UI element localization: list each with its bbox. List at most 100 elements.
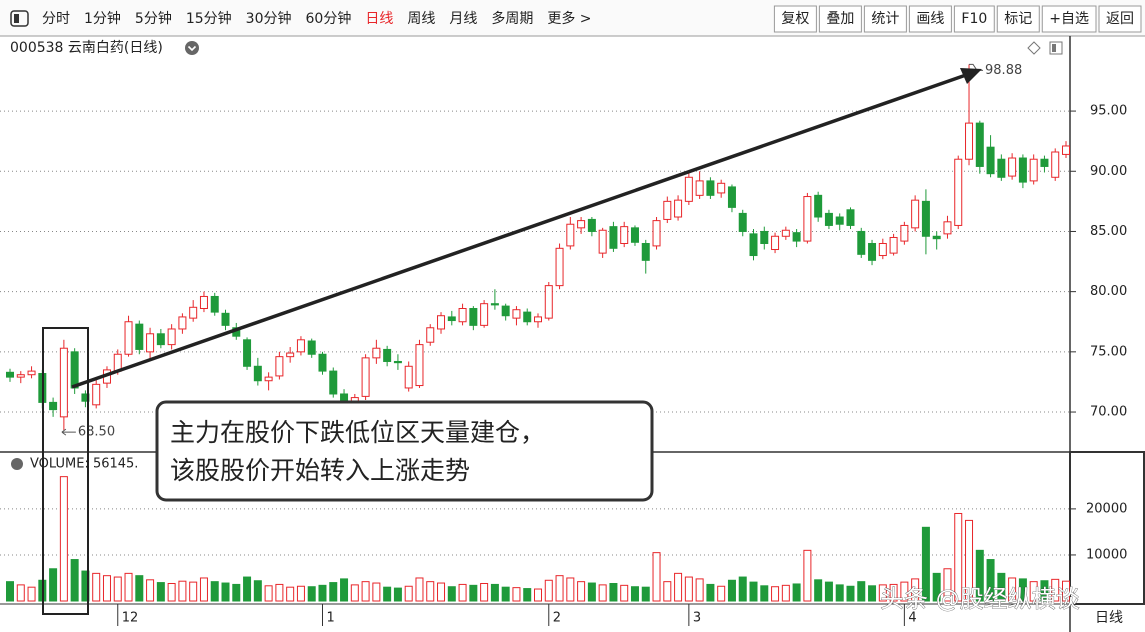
- volume-bar: [846, 585, 855, 602]
- period-tab[interactable]: 60分钟: [306, 10, 352, 27]
- y-tick-label: 70.00: [1090, 405, 1127, 420]
- candle-body-down: [1018, 157, 1027, 183]
- candle-body-up: [480, 303, 489, 326]
- volume-bar: [447, 586, 456, 602]
- volume-bar: [393, 587, 402, 602]
- volume-bar: [566, 577, 575, 602]
- tool-label[interactable]: 标记: [1004, 11, 1032, 27]
- tool-label[interactable]: F10: [961, 11, 987, 27]
- period-tab[interactable]: 1分钟: [84, 10, 121, 27]
- panel-icon[interactable]: [10, 10, 29, 27]
- volume-bar: [878, 584, 887, 602]
- period-tab[interactable]: 分时: [42, 11, 70, 27]
- tool-label[interactable]: 叠加: [826, 11, 854, 27]
- candle-body-up: [954, 158, 963, 226]
- candle-body-down: [835, 216, 844, 225]
- candle-body-down: [738, 212, 747, 232]
- candle-body-up: [264, 376, 273, 382]
- candle-body-down: [997, 158, 1006, 178]
- volume-bar: [824, 581, 833, 602]
- period-tab[interactable]: 30分钟: [246, 10, 292, 27]
- x-tick-label: 3: [693, 611, 701, 626]
- volume-bar: [717, 585, 726, 602]
- volume-bar: [102, 575, 111, 602]
- candle-body-up: [598, 229, 607, 254]
- candle-body-down: [307, 340, 316, 355]
- candle-body-down: [253, 365, 262, 382]
- volume-bar: [70, 559, 79, 602]
- volume-bar: [868, 585, 877, 602]
- y-tick-label: 10000: [1086, 547, 1127, 562]
- candle-body-down: [490, 303, 499, 306]
- window-icon[interactable]: [1049, 41, 1063, 55]
- tool-button[interactable]: F10: [953, 5, 995, 33]
- candle-body-up: [167, 328, 176, 346]
- volume-bar: [921, 526, 930, 602]
- volume-bar: [630, 586, 639, 602]
- volume-icon[interactable]: [11, 458, 23, 470]
- candle-body-down: [393, 360, 402, 364]
- title-dropdown-chevron: [187, 45, 197, 52]
- candle-body-up: [544, 285, 553, 319]
- candle-body-up: [458, 308, 467, 323]
- volume-bar: [523, 588, 532, 602]
- candle-body-up: [512, 309, 521, 319]
- volume-bar: [620, 584, 629, 602]
- candle-body-down: [749, 233, 758, 257]
- candle-body-up: [404, 365, 413, 389]
- volume-bar: [318, 584, 327, 602]
- volume-bar: [243, 576, 252, 602]
- candle-body-down: [921, 200, 930, 237]
- tool-label[interactable]: 复权: [781, 10, 809, 27]
- title-dropdown[interactable]: [185, 41, 199, 55]
- period-tab[interactable]: 日线: [365, 11, 393, 27]
- tool-label[interactable]: 统计: [871, 11, 899, 27]
- volume-bar: [1018, 578, 1027, 602]
- callout-line: 主力在股价下跌低位区天量建仓，: [170, 418, 545, 447]
- diamond-icon[interactable]: [1027, 41, 1041, 55]
- candle-body-down: [1040, 158, 1049, 167]
- volume-bar: [27, 586, 36, 602]
- candle-body-up: [361, 357, 370, 397]
- period-tab[interactable]: 15分钟: [186, 10, 232, 27]
- candle-body-down: [814, 194, 823, 218]
- candle-body-down: [210, 295, 219, 313]
- y-tick-label: 85.00: [1090, 224, 1127, 239]
- volume-bar: [199, 577, 208, 602]
- candle-body-down: [221, 312, 230, 326]
- volume-bar: [501, 586, 510, 602]
- period-tab[interactable]: 更多 >: [547, 10, 591, 27]
- tool-frame: [1041, 5, 1097, 33]
- tool-label[interactable]: 画线: [916, 11, 944, 27]
- period-tab[interactable]: 周线: [407, 11, 435, 27]
- tool-label[interactable]: 返回: [1106, 11, 1134, 27]
- volume-bar: [652, 552, 661, 602]
- period-tab[interactable]: 5分钟: [135, 10, 172, 27]
- volume-bar: [113, 576, 122, 602]
- volume-bar: [275, 583, 284, 602]
- tool-button[interactable]: 画线: [908, 5, 952, 33]
- tool-button[interactable]: 统计: [863, 5, 907, 33]
- volume-bar: [404, 585, 413, 602]
- candle-body-down: [975, 122, 984, 167]
- candle-body-up: [781, 229, 790, 237]
- volume-bar: [286, 586, 295, 602]
- tool-button[interactable]: 返回: [1098, 5, 1142, 33]
- tool-button[interactable]: 标记: [996, 5, 1040, 33]
- volume-bar: [803, 549, 812, 602]
- volume-bar: [544, 579, 553, 602]
- tool-button[interactable]: 复权: [773, 5, 817, 33]
- period-tab[interactable]: 多周期: [491, 10, 533, 27]
- volume-bar: [674, 572, 683, 602]
- watermark: 头条 @股经纵横谈: [880, 585, 1080, 613]
- tool-button[interactable]: +自选: [1041, 5, 1097, 33]
- candle-body-up: [943, 221, 952, 235]
- tool-button[interactable]: 叠加: [818, 5, 862, 33]
- period-tab[interactable]: 月线: [449, 11, 477, 27]
- candle-body-up: [889, 236, 898, 254]
- volume-bar: [480, 582, 489, 602]
- volume-bar: [124, 572, 133, 602]
- volume-bar: [792, 583, 801, 602]
- tool-label[interactable]: +自选: [1049, 11, 1089, 27]
